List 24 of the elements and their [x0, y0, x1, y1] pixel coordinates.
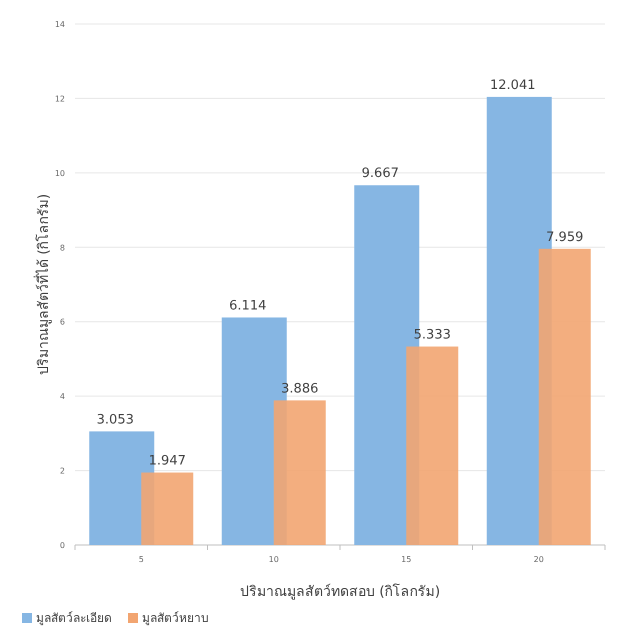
y-tick-label: 4	[60, 392, 65, 402]
y-axis-title: ปริมาณมูลสัตว์ที่ได้ (กิโลกรัม)	[34, 194, 52, 376]
x-tick-label: 10	[268, 555, 279, 564]
bar	[406, 346, 458, 545]
y-tick-label: 10	[54, 168, 65, 178]
data-label: 9.667	[362, 166, 399, 182]
bar	[274, 400, 326, 545]
x-tick-label: 15	[401, 555, 412, 564]
y-tick-label: 14	[54, 20, 65, 29]
data-label: 6.114	[229, 298, 266, 314]
bar	[538, 248, 591, 545]
y-tick-label: 0	[60, 541, 65, 550]
x-tick-label: 5	[138, 555, 144, 564]
y-tick-label: 6	[60, 318, 65, 327]
x-tick-label: 20	[534, 555, 544, 564]
bar	[141, 472, 194, 545]
data-label: 12.041	[490, 78, 536, 93]
y-tick-label: 8	[60, 243, 65, 252]
y-tick-label: 2	[60, 466, 65, 476]
legend-label: มูลสัตว์ละเอียด	[36, 611, 112, 626]
y-tick-label: 12	[54, 94, 65, 104]
data-label: 3.053	[96, 412, 134, 428]
legend-label: มูลสัตว์หยาบ	[142, 611, 209, 626]
x-axis-title: ปริมาณมูลสัตว์ทดสอบ (กิโลกรัม)	[240, 583, 440, 600]
